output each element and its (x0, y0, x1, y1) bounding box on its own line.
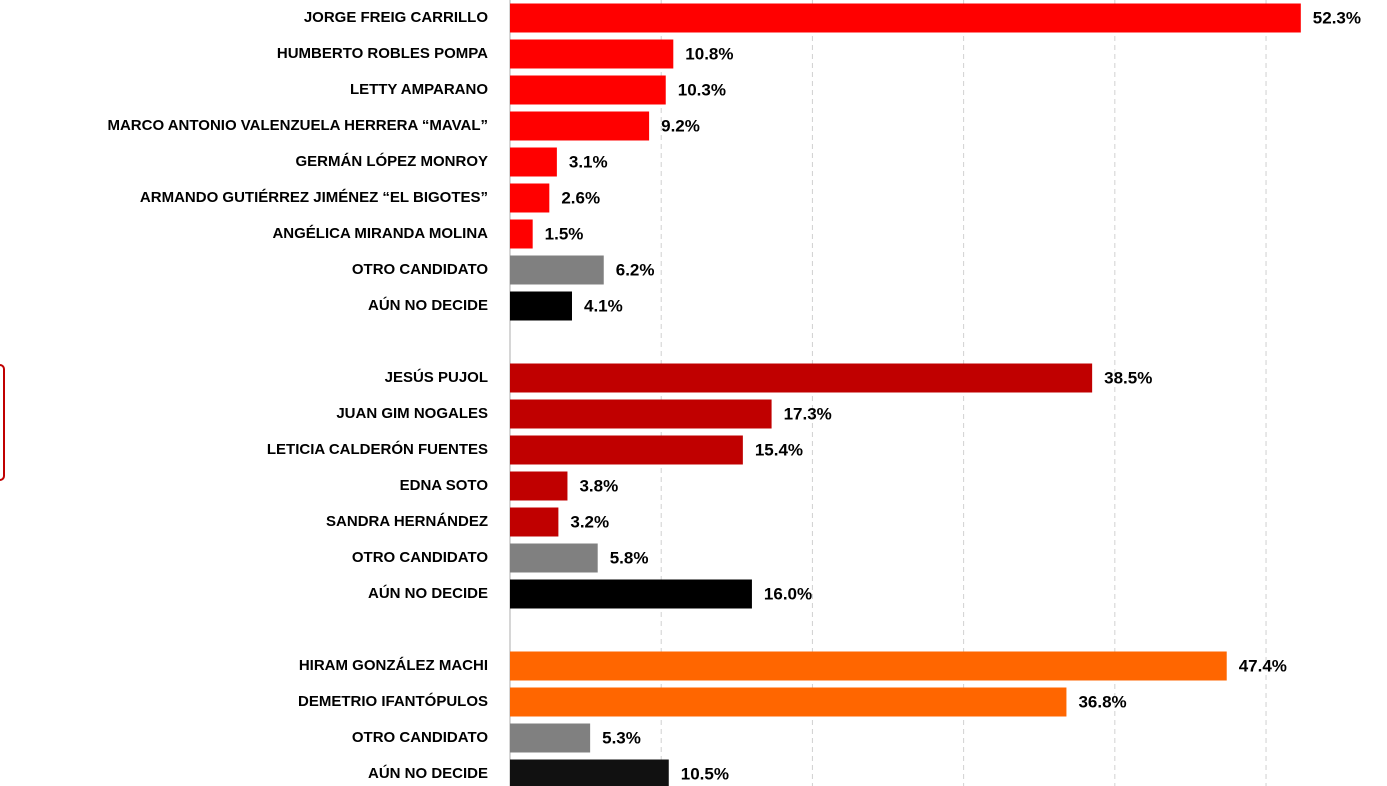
side-tab (0, 364, 5, 481)
value-label: 9.2% (661, 116, 700, 135)
value-label: 47.4% (1239, 656, 1287, 675)
value-label: 2.6% (561, 188, 600, 207)
category-label: GERMÁN LÓPEZ MONROY (295, 152, 488, 170)
bar (510, 147, 557, 177)
value-label: 36.8% (1078, 692, 1126, 711)
category-label: HIRAM GONZÁLEZ MACHI (299, 657, 488, 674)
bar (510, 435, 743, 465)
bar (510, 687, 1067, 717)
value-label: 5.8% (610, 548, 649, 567)
bar (510, 651, 1227, 681)
category-label: OTRO CANDIDATO (352, 549, 488, 566)
category-label: AÚN NO DECIDE (368, 296, 488, 314)
bar (510, 39, 674, 69)
category-label: HUMBERTO ROBLES POMPA (277, 45, 488, 62)
bar (510, 543, 598, 573)
bar (510, 255, 604, 285)
bar (510, 3, 1301, 33)
value-label: 3.8% (579, 476, 618, 495)
category-label: JUAN GIM NOGALES (336, 405, 488, 422)
category-label: OTRO CANDIDATO (352, 729, 488, 746)
value-label: 6.2% (616, 260, 655, 279)
bar (510, 759, 669, 786)
bar (510, 75, 666, 105)
category-label: AÚN NO DECIDE (368, 764, 488, 782)
category-label: LETTY AMPARANO (350, 81, 488, 98)
bar (510, 507, 559, 537)
bar (510, 399, 772, 429)
bar (510, 291, 572, 321)
value-label: 17.3% (784, 404, 832, 423)
category-label: AÚN NO DECIDE (368, 584, 488, 602)
bar (510, 579, 752, 609)
bar (510, 183, 550, 213)
value-label: 15.4% (755, 440, 803, 459)
value-label: 10.8% (685, 44, 733, 63)
category-label: DEMETRIO IFANTÓPULOS (298, 692, 488, 710)
value-label: 38.5% (1104, 368, 1152, 387)
value-label: 10.3% (678, 80, 726, 99)
category-label: OTRO CANDIDATO (352, 261, 488, 278)
category-label: MARCO ANTONIO VALENZUELA HERRERA “MAVAL” (107, 117, 488, 134)
value-label: 4.1% (584, 296, 623, 315)
category-label: ANGÉLICA MIRANDA MOLINA (272, 225, 488, 242)
category-label: LETICIA CALDERÓN FUENTES (267, 440, 488, 458)
bar (510, 111, 650, 141)
value-label: 3.1% (569, 152, 608, 171)
bar (510, 363, 1093, 393)
bar (510, 723, 591, 753)
bar (510, 471, 568, 501)
category-label: EDNA SOTO (400, 477, 489, 494)
value-label: 5.3% (602, 728, 641, 747)
value-label: 10.5% (681, 764, 729, 783)
category-label: JESÚS PUJOL (385, 368, 488, 386)
bar (510, 219, 533, 249)
value-label: 3.2% (570, 512, 609, 531)
value-label: 1.5% (545, 224, 584, 243)
value-label: 52.3% (1313, 8, 1361, 27)
value-label: 16.0% (764, 584, 812, 603)
category-label: SANDRA HERNÁNDEZ (326, 513, 488, 530)
category-label: ARMANDO GUTIÉRREZ JIMÉNEZ “EL BIGOTES” (140, 189, 488, 206)
category-label: JORGE FREIG CARRILLO (304, 9, 489, 26)
